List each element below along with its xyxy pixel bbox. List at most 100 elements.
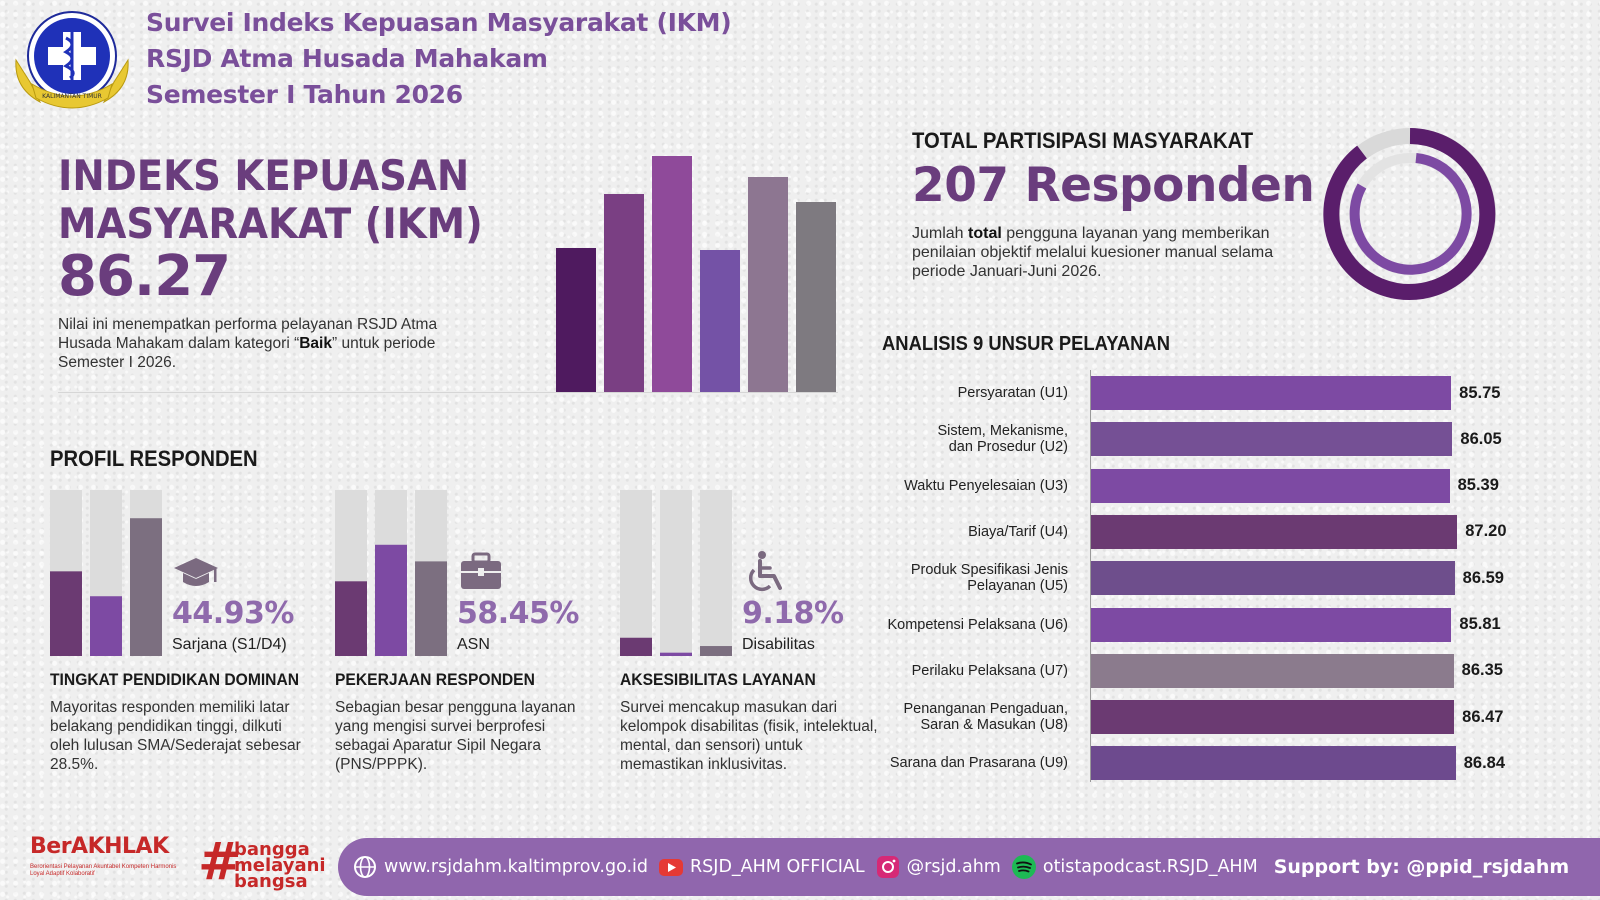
chart-value-label: 86.47 bbox=[1462, 707, 1504, 726]
chart-value-label: 85.39 bbox=[1457, 476, 1499, 495]
occupation-description: Sebagian besar pengguna layanan yang men… bbox=[335, 699, 576, 773]
occupation-sub: ASN bbox=[457, 636, 490, 653]
profile-bar-fill bbox=[700, 646, 732, 656]
chart-value-label: 87.20 bbox=[1465, 522, 1507, 541]
youtube-icon bbox=[659, 859, 684, 876]
chart-row: Sarana dan Prasarana (U9) 86.84 bbox=[880, 744, 1580, 782]
berakhlak-text: BerAKHLAK bbox=[30, 834, 169, 859]
chart-row: Waktu Penyelesaian (U3) 85.39 bbox=[880, 467, 1580, 505]
spotify-link[interactable]: otistapodcast.RSJD_AHM bbox=[1042, 857, 1258, 877]
profile-bar-track bbox=[660, 490, 692, 656]
chart-bar bbox=[1091, 514, 1458, 549]
chart-bar bbox=[1091, 561, 1455, 596]
chart-row: Produk Spesifikasi Jenis Pelayanan (U5) 86… bbox=[880, 559, 1580, 597]
chart-category-label: Kompetensi Pelaksana (U6) bbox=[887, 616, 1068, 633]
chart-value-label: 86.35 bbox=[1461, 661, 1503, 680]
chart-bar bbox=[1091, 376, 1452, 410]
chart-value-label: 85.81 bbox=[1459, 615, 1501, 633]
chart-category-label: Sarana dan Prasarana (U9) bbox=[889, 755, 1068, 772]
accessibility-heading: AKSESIBILITAS LAYANAN bbox=[620, 670, 816, 689]
footer-support: Support by: @ppid_rsjdahm bbox=[1273, 856, 1570, 878]
chart-row: Biaya/Tarif (U4) 87.20 bbox=[880, 513, 1580, 551]
accessibility-description: Survei mencakup masukan dari kelompok di… bbox=[620, 699, 878, 773]
chart-row: Sistem, Mekanisme, dan Prosedur (U2) 86.05 bbox=[880, 420, 1580, 458]
profile-accessibility: 9.18% Disabilitas AKSESIBILITAS LAYANAN … bbox=[620, 490, 890, 790]
briefcase-icon bbox=[461, 552, 501, 589]
globe-icon bbox=[354, 856, 376, 878]
occupation-percent: 58.45% bbox=[457, 596, 579, 631]
berakhlak-subtext: Berorientasi Pelayanan Akuntabel Kompete… bbox=[30, 864, 177, 877]
chart-row: Penanganan Pengaduan, Saran & Masukan (U8… bbox=[880, 698, 1580, 736]
chart-axis-line bbox=[1090, 370, 1091, 782]
chart-value-label: 86.84 bbox=[1463, 753, 1506, 772]
header-title-line2: RSJD Atma Husada Mahakam bbox=[146, 44, 548, 73]
chart-category-label: Persyaratan (U1) bbox=[957, 385, 1068, 401]
profile-bar-fill bbox=[660, 652, 692, 656]
chart-row: Perilaku Pelaksana (U7) 86.35 bbox=[880, 652, 1580, 690]
header-title-line1: Survei Indeks Kepuasan Masyarakat (IKM) bbox=[146, 8, 732, 37]
bangga-melayani-bangsa-logo: # bangga melayani bangsa bbox=[198, 832, 326, 892]
chart-category-label: Sistem, Mekanisme, dan Prosedur (U2) bbox=[937, 423, 1068, 456]
instagram-link[interactable]: @rsjd.ahm bbox=[906, 857, 1001, 877]
instagram-icon bbox=[876, 856, 899, 878]
chart-category-label: Produk Spesifikasi Jenis Pelayanan (U5) bbox=[910, 562, 1068, 595]
spotify-icon bbox=[1011, 855, 1036, 879]
chart-bar bbox=[1091, 653, 1454, 688]
participation-donut-icon bbox=[1323, 128, 1496, 300]
hashtag-word-3: bangsa bbox=[234, 871, 308, 892]
profile-label: PROFIL RESPONDEN bbox=[50, 446, 258, 471]
chart-row: Kompetensi Pelaksana (U6) 85.81 bbox=[880, 606, 1580, 644]
chart-category-label: Biaya/Tarif (U4) bbox=[968, 523, 1068, 540]
profile-occupation: 58.45% ASN PEKERJAAN RESPONDEN Sebagian … bbox=[335, 490, 605, 790]
hashtag-word-1: bangga bbox=[234, 839, 310, 860]
chart-row: Persyaratan (U1) 85.75 bbox=[880, 374, 1580, 412]
accessibility-percent: 9.18% bbox=[742, 596, 844, 631]
chart-category-label: Waktu Penyelesaian (U3) bbox=[904, 477, 1068, 494]
header-title-line3: Semester I Tahun 2026 bbox=[146, 80, 463, 109]
occupation-bars bbox=[335, 490, 447, 656]
footer-instagram[interactable]: @rsjd.ahm bbox=[875, 854, 1001, 880]
logo-ribbon-text: KALIMANTAN TIMUR bbox=[42, 93, 102, 100]
education-percent: 44.93% bbox=[172, 596, 294, 631]
wheelchair-icon bbox=[748, 551, 782, 592]
profile-bar-fill bbox=[50, 571, 82, 656]
accessibility-sub: Disabilitas bbox=[742, 636, 815, 653]
profile-education: 44.93% Sarjana (S1/D4) TINGKAT PENDIDIKA… bbox=[50, 490, 320, 790]
analysis-label: ANALISIS 9 UNSUR PELAYANAN bbox=[882, 333, 1170, 355]
ikm-title: INDEKS KEPUASAN MASYARAKAT (IKM) bbox=[58, 151, 483, 248]
hashtag-word-2: melayani bbox=[234, 855, 326, 876]
footer-spotify[interactable]: otistapodcast.RSJD_AHM bbox=[1011, 854, 1258, 880]
chart-bar bbox=[1091, 468, 1450, 503]
occupation-heading: PEKERJAAN RESPONDEN bbox=[335, 670, 535, 689]
ikm-description: Nilai ini menempatkan performa pelayanan… bbox=[58, 316, 438, 371]
education-heading: TINGKAT PENDIDIKAN DOMINAN bbox=[50, 670, 300, 689]
website-link[interactable]: www.rsjdahm.kaltimprov.go.id bbox=[384, 857, 649, 877]
profile-bar-fill bbox=[375, 544, 407, 656]
berakhlak-logo: BerAKHLAK Berorientasi Pelayanan Akuntab… bbox=[30, 830, 180, 888]
profile-bar-track bbox=[620, 490, 652, 656]
chart-value-label: 86.05 bbox=[1460, 429, 1502, 448]
footer-website[interactable]: www.rsjdahm.kaltimprov.go.id bbox=[352, 854, 648, 880]
hospital-logo: KALIMANTAN TIMUR bbox=[15, 11, 129, 109]
chart-category-label: Perilaku Pelaksana (U7) bbox=[911, 662, 1068, 679]
footer-youtube[interactable]: RSJD_AHM OFFICIAL bbox=[658, 854, 865, 880]
profile-bar-fill bbox=[415, 561, 447, 656]
participation-count: 207 Responden bbox=[912, 158, 1315, 213]
chart-bar bbox=[1091, 422, 1453, 457]
graduation-cap-icon bbox=[174, 558, 218, 586]
chart-category-label: Penanganan Pengaduan, Saran & Masukan (U8… bbox=[903, 701, 1069, 734]
decorative-bar-graphic bbox=[556, 156, 836, 392]
youtube-link[interactable]: RSJD_AHM OFFICIAL bbox=[690, 857, 865, 877]
accessibility-bars bbox=[620, 490, 732, 656]
profile-bar-fill bbox=[130, 518, 162, 656]
participation-description: Jumlah total pengguna layanan yang membe… bbox=[912, 225, 1274, 280]
education-description: Mayoritas responden memiliki latar belak… bbox=[50, 699, 301, 773]
education-sub: Sarjana (S1/D4) bbox=[172, 636, 287, 653]
education-bars bbox=[50, 490, 162, 656]
chart-bar bbox=[1091, 746, 1456, 781]
chart-value-label: 86.59 bbox=[1462, 568, 1504, 587]
chart-value-label: 85.75 bbox=[1459, 383, 1501, 402]
profile-bar-track bbox=[700, 490, 732, 656]
ikm-value: 86.27 bbox=[58, 244, 231, 309]
profile-bar-fill bbox=[335, 581, 367, 656]
